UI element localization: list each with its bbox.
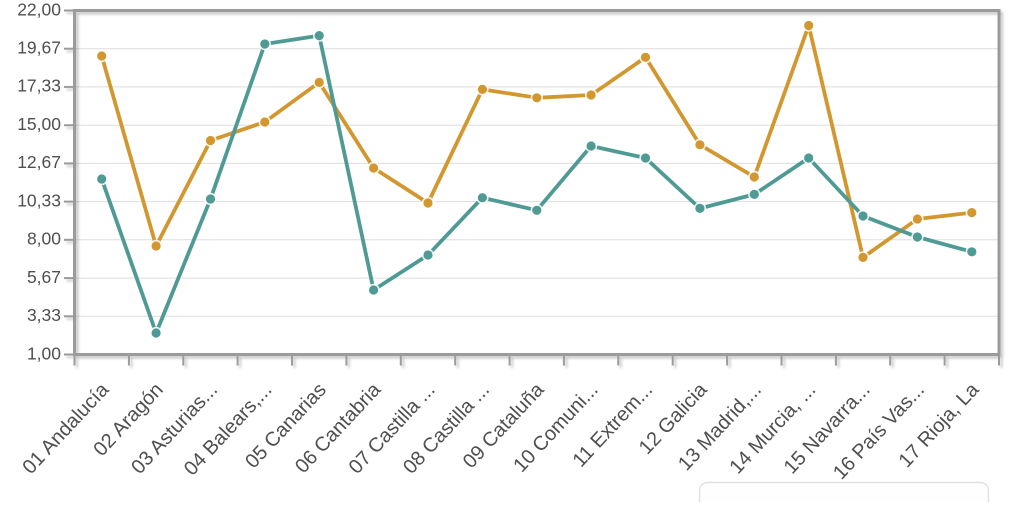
- svg-text:10,33: 10,33: [17, 190, 61, 210]
- svg-text:12,67: 12,67: [17, 152, 61, 172]
- svg-text:22,00: 22,00: [17, 0, 61, 19]
- svg-text:19,67: 19,67: [17, 38, 61, 58]
- svg-text:17,33: 17,33: [17, 76, 61, 96]
- svg-text:1,00: 1,00: [27, 343, 61, 363]
- svg-text:15,00: 15,00: [17, 114, 61, 134]
- svg-text:5,67: 5,67: [27, 267, 61, 287]
- svg-text:3,33: 3,33: [27, 305, 61, 325]
- svg-text:8,00: 8,00: [27, 229, 61, 249]
